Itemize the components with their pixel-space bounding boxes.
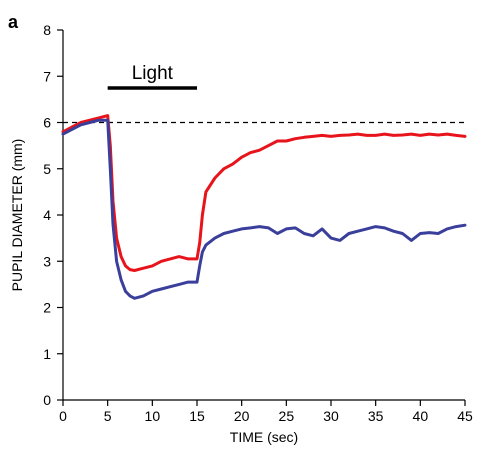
x-tick-label: 30 xyxy=(323,408,339,424)
y-axis-title: PUPIL DIAMETER (mm) xyxy=(9,139,25,292)
x-tick-label: 0 xyxy=(59,408,67,424)
series-group xyxy=(61,114,467,300)
y-tick-label: 5 xyxy=(43,161,51,177)
y-tick-label: 0 xyxy=(43,392,51,408)
y-tick-label: 8 xyxy=(43,22,51,38)
x-tick-label: 5 xyxy=(104,408,112,424)
y-tick-label: 1 xyxy=(43,346,51,362)
x-tick-label: 25 xyxy=(279,408,295,424)
series-line-1 xyxy=(61,114,467,272)
panel-label: a xyxy=(8,12,19,32)
y-tick-label: 7 xyxy=(43,68,51,84)
y-tick-label: 4 xyxy=(43,207,51,223)
y-tick-label: 6 xyxy=(43,115,51,131)
x-axis-title: TIME (sec) xyxy=(230,429,298,445)
x-tick-label: 10 xyxy=(145,408,161,424)
annotation-group: Light xyxy=(107,63,197,90)
x-tick-label: 40 xyxy=(413,408,429,424)
series-line-2 xyxy=(61,118,467,300)
y-tick-label: 2 xyxy=(43,300,51,316)
x-tick-label: 15 xyxy=(189,408,205,424)
light-label: Light xyxy=(132,63,174,84)
x-tick-label: 45 xyxy=(457,408,473,424)
x-tick-label: 20 xyxy=(234,408,250,424)
y-tick-label: 3 xyxy=(43,253,51,269)
x-tick-label: 35 xyxy=(368,408,384,424)
